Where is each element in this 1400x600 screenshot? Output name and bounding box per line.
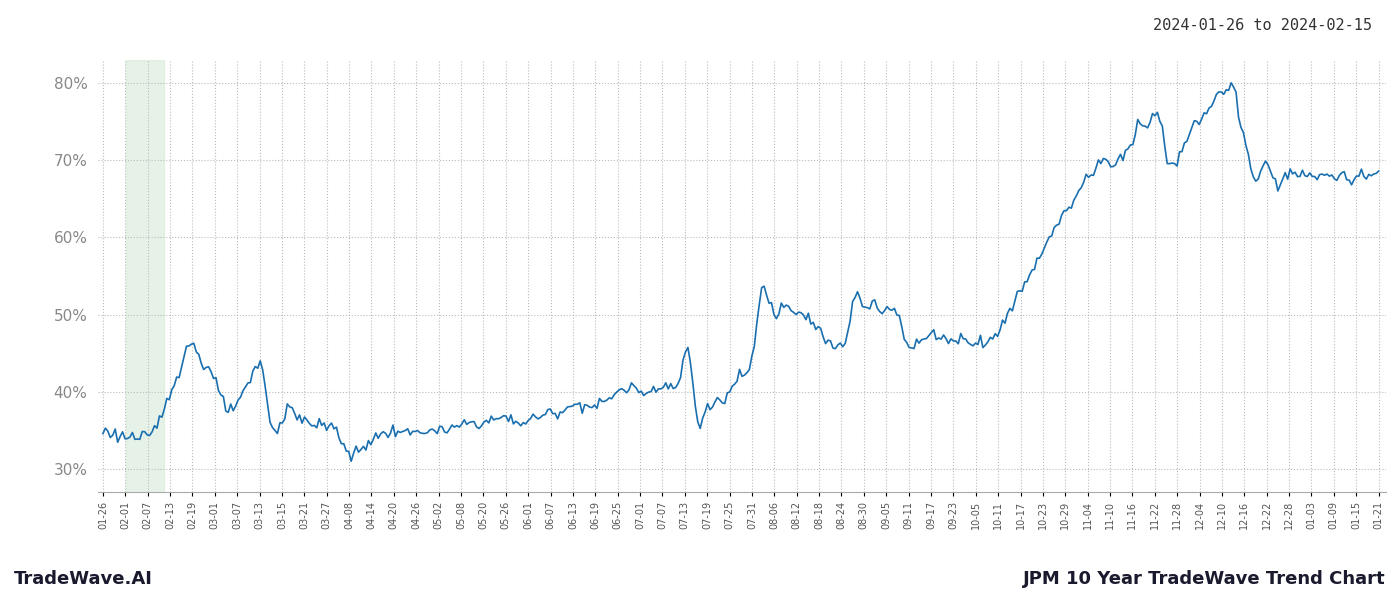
Text: 2024-01-26 to 2024-02-15: 2024-01-26 to 2024-02-15 bbox=[1154, 18, 1372, 33]
Text: TradeWave.AI: TradeWave.AI bbox=[14, 570, 153, 588]
Text: JPM 10 Year TradeWave Trend Chart: JPM 10 Year TradeWave Trend Chart bbox=[1023, 570, 1386, 588]
Bar bbox=[126, 60, 164, 492]
